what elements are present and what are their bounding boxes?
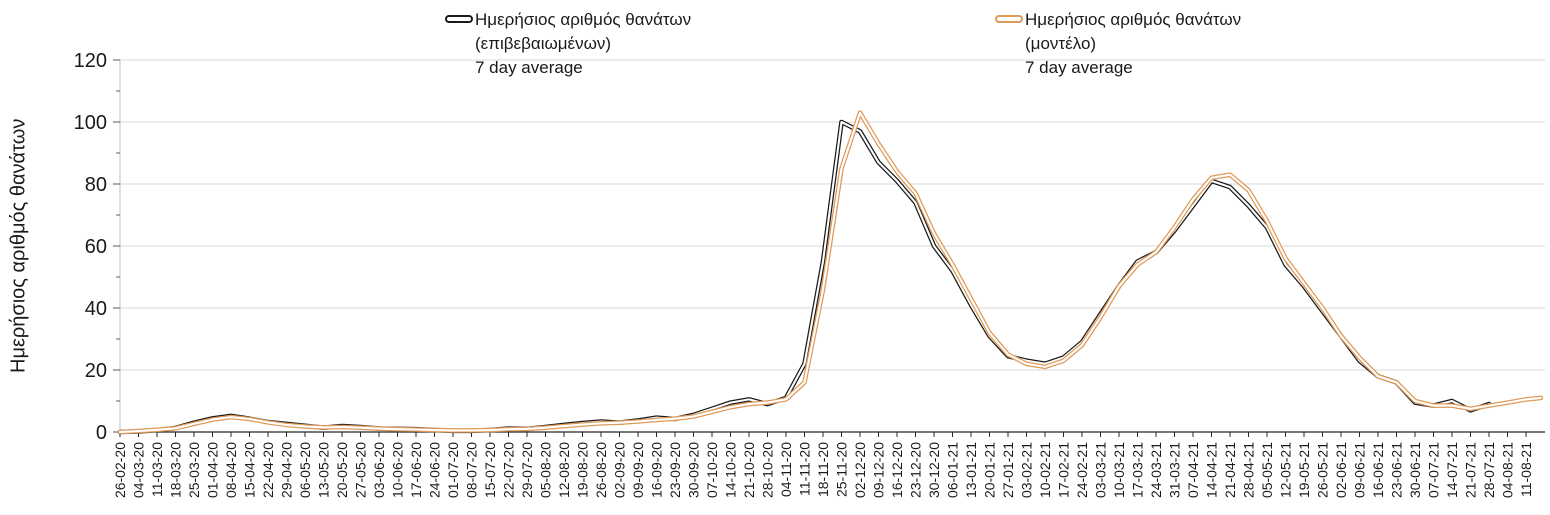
x-tick-label-23-06-21: 23-06-21 — [1388, 442, 1404, 498]
x-tick-label-27-01-21: 27-01-21 — [1000, 442, 1016, 498]
x-tick-label-10-06-20: 10-06-20 — [389, 442, 405, 498]
x-tick-label-17-06-20: 17-06-20 — [408, 442, 424, 498]
x-tick-label-26-02-20: 26-02-20 — [112, 442, 128, 498]
x-tick-label-04-08-21: 04-08-21 — [1499, 442, 1515, 498]
x-tick-label-15-07-20: 15-07-20 — [482, 442, 498, 498]
x-tick-label-13-05-20: 13-05-20 — [315, 442, 331, 498]
x-tick-label-16-06-21: 16-06-21 — [1370, 442, 1386, 498]
x-tick-label-31-03-21: 31-03-21 — [1166, 442, 1182, 498]
x-tick-label-03-06-20: 03-06-20 — [371, 442, 387, 498]
x-tick-label-14-04-21: 14-04-21 — [1203, 442, 1219, 498]
x-tick-label-03-02-21: 03-02-21 — [1018, 442, 1034, 498]
x-tick-label-01-04-20: 01-04-20 — [204, 442, 220, 498]
x-tick-label-21-04-21: 21-04-21 — [1222, 442, 1238, 498]
x-tick-label-08-04-20: 08-04-20 — [223, 442, 239, 498]
y-tick-label-80: 80 — [85, 174, 107, 196]
x-tick-label-21-07-21: 21-07-21 — [1462, 442, 1478, 498]
x-tick-label-10-02-21: 10-02-21 — [1037, 442, 1053, 498]
x-tick-label-14-10-20: 14-10-20 — [722, 442, 738, 498]
x-tick-label-01-07-20: 01-07-20 — [445, 442, 461, 498]
x-tick-label-24-06-20: 24-06-20 — [426, 442, 442, 498]
x-tick-label-13-01-21: 13-01-21 — [963, 442, 979, 498]
x-tick-label-23-12-20: 23-12-20 — [907, 442, 923, 498]
y-tick-label-40: 40 — [85, 298, 107, 320]
y-tick-label-120: 120 — [74, 50, 107, 72]
x-tick-label-30-06-21: 30-06-21 — [1407, 442, 1423, 498]
x-tick-label-28-10-20: 28-10-20 — [759, 442, 775, 498]
x-tick-label-02-12-20: 02-12-20 — [852, 442, 868, 498]
y-tick-label-60: 60 — [85, 236, 107, 258]
x-tick-label-05-05-21: 05-05-21 — [1259, 442, 1275, 498]
x-tick-label-27-05-20: 27-05-20 — [352, 442, 368, 498]
x-tick-label-28-07-21: 28-07-21 — [1481, 442, 1497, 498]
x-tick-label-29-07-20: 29-07-20 — [519, 442, 535, 498]
x-tick-label-10-03-21: 10-03-21 — [1111, 442, 1127, 498]
y-tick-label-20: 20 — [85, 360, 107, 382]
x-tick-label-19-05-21: 19-05-21 — [1296, 442, 1312, 498]
x-tick-label-20-05-20: 20-05-20 — [334, 442, 350, 498]
x-tick-label-25-03-20: 25-03-20 — [186, 442, 202, 498]
x-tick-label-30-09-20: 30-09-20 — [685, 442, 701, 498]
x-tick-label-14-07-21: 14-07-21 — [1444, 442, 1460, 498]
x-tick-label-11-11-20: 11-11-20 — [796, 442, 812, 496]
x-tick-label-07-04-21: 07-04-21 — [1185, 442, 1201, 498]
x-tick-label-04-11-20: 04-11-20 — [778, 442, 794, 497]
x-tick-label-04-03-20: 04-03-20 — [130, 442, 146, 498]
model-series-line — [117, 110, 1544, 435]
x-tick-label-18-03-20: 18-03-20 — [167, 442, 183, 498]
x-tick-label-22-07-20: 22-07-20 — [500, 442, 516, 498]
x-tick-label-18-11-20: 18-11-20 — [815, 442, 831, 497]
x-tick-label-24-02-21: 24-02-21 — [1074, 442, 1090, 498]
x-tick-label-08-07-20: 08-07-20 — [463, 442, 479, 498]
x-tick-label-11-03-20: 11-03-20 — [149, 442, 165, 497]
x-tick-label-19-08-20: 19-08-20 — [574, 442, 590, 498]
y-tick-label-0: 0 — [96, 422, 107, 444]
x-tick-label-30-12-20: 30-12-20 — [926, 442, 942, 498]
x-tick-label-29-04-20: 29-04-20 — [278, 442, 294, 498]
x-tick-label-12-05-21: 12-05-21 — [1277, 442, 1293, 498]
y-tick-label-100: 100 — [74, 112, 107, 134]
x-tick-label-11-08-21: 11-08-21 — [1518, 442, 1534, 497]
x-tick-label-07-07-21: 07-07-21 — [1425, 442, 1441, 498]
x-tick-label-06-05-20: 06-05-20 — [297, 442, 313, 498]
x-tick-label-26-05-21: 26-05-21 — [1314, 442, 1330, 498]
x-tick-label-09-09-20: 09-09-20 — [630, 442, 646, 498]
x-tick-label-09-06-21: 09-06-21 — [1351, 442, 1367, 498]
x-tick-label-20-01-21: 20-01-21 — [981, 442, 997, 498]
x-tick-label-21-10-20: 21-10-20 — [741, 442, 757, 498]
x-tick-label-16-12-20: 16-12-20 — [889, 442, 905, 498]
x-tick-label-22-04-20: 22-04-20 — [260, 442, 276, 498]
x-tick-label-15-04-20: 15-04-20 — [241, 442, 257, 498]
x-tick-label-16-09-20: 16-09-20 — [648, 442, 664, 498]
x-tick-label-03-03-21: 03-03-21 — [1092, 442, 1108, 498]
x-tick-label-24-03-21: 24-03-21 — [1148, 442, 1164, 498]
x-tick-label-25-11-20: 25-11-20 — [833, 442, 849, 497]
model-series-line-core — [118, 111, 1542, 434]
x-tick-label-02-09-20: 02-09-20 — [611, 442, 627, 498]
x-tick-label-09-12-20: 09-12-20 — [870, 442, 886, 498]
x-tick-label-07-10-20: 07-10-20 — [704, 442, 720, 498]
x-tick-label-17-03-21: 17-03-21 — [1129, 442, 1145, 498]
x-tick-label-12-08-20: 12-08-20 — [556, 442, 572, 498]
y-axis-title: Ημερήσιος αριθμός θανάτων — [7, 118, 30, 374]
x-tick-label-02-06-21: 02-06-21 — [1333, 442, 1349, 498]
x-tick-label-05-08-20: 05-08-20 — [537, 442, 553, 498]
x-tick-label-23-09-20: 23-09-20 — [667, 442, 683, 498]
x-tick-label-26-08-20: 26-08-20 — [593, 442, 609, 498]
x-tick-label-28-04-21: 28-04-21 — [1240, 442, 1256, 498]
x-tick-label-17-02-21: 17-02-21 — [1055, 442, 1071, 498]
x-tick-label-06-01-21: 06-01-21 — [944, 442, 960, 498]
